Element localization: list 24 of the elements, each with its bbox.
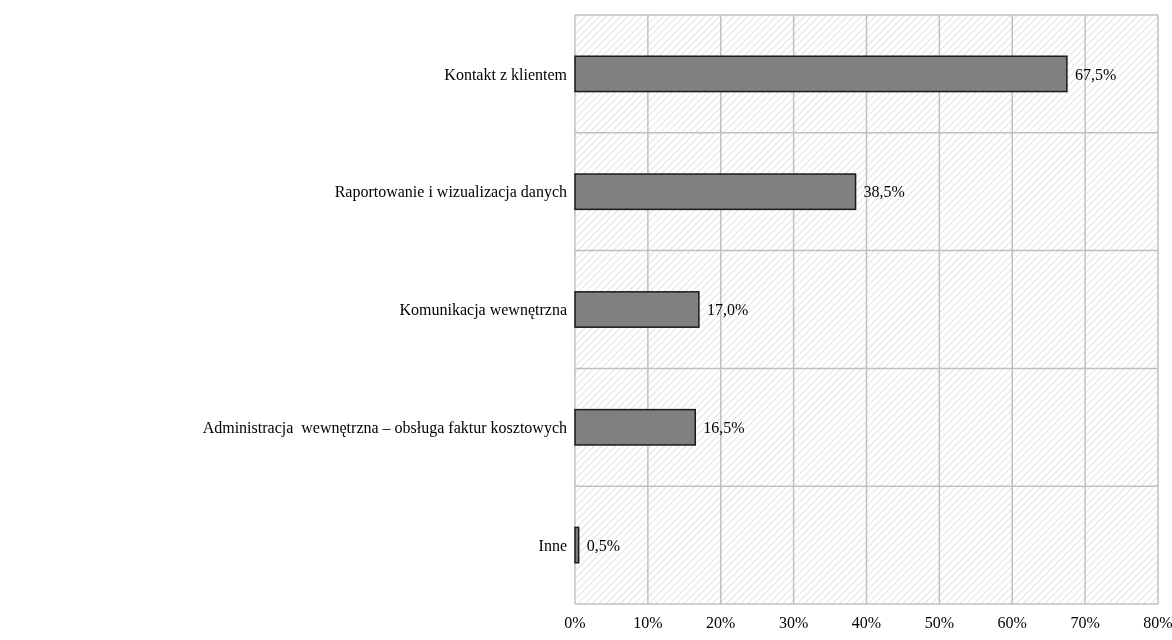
data-label: 17,0%	[706, 301, 749, 319]
data-label: 16,5%	[703, 418, 745, 436]
data-label: 38,5%	[863, 183, 905, 201]
x-tick-label: 0%	[564, 614, 586, 631]
data-label: 0,5%	[586, 536, 620, 554]
y-tick-label: Inne	[538, 536, 567, 554]
x-tick-label: 20%	[706, 614, 736, 631]
x-tick-label: 30%	[778, 614, 809, 631]
bar	[574, 173, 857, 211]
y-tick-label: Kontakt z klientem	[444, 65, 568, 83]
x-tick-label: 10%	[633, 614, 663, 631]
x-tick-label: 60%	[997, 614, 1027, 631]
y-tick-label: Raportowanie i wizualizacja danych	[334, 183, 567, 202]
x-tick-label: 80%	[1143, 614, 1172, 631]
x-tick-label: 70%	[1070, 614, 1100, 631]
bar	[574, 526, 580, 564]
y-tick-label: Komunikacja wewnętrzna	[399, 301, 567, 320]
data-label: 67,5%	[1074, 65, 1117, 83]
bar	[574, 55, 1068, 93]
x-tick-label: 40%	[851, 614, 882, 631]
bar	[574, 291, 700, 328]
x-tick-label: 50%	[924, 614, 955, 631]
y-tick-label: Administracja wewnętrzna – obsługa faktur kosztowych	[202, 418, 567, 437]
bar	[574, 408, 696, 446]
